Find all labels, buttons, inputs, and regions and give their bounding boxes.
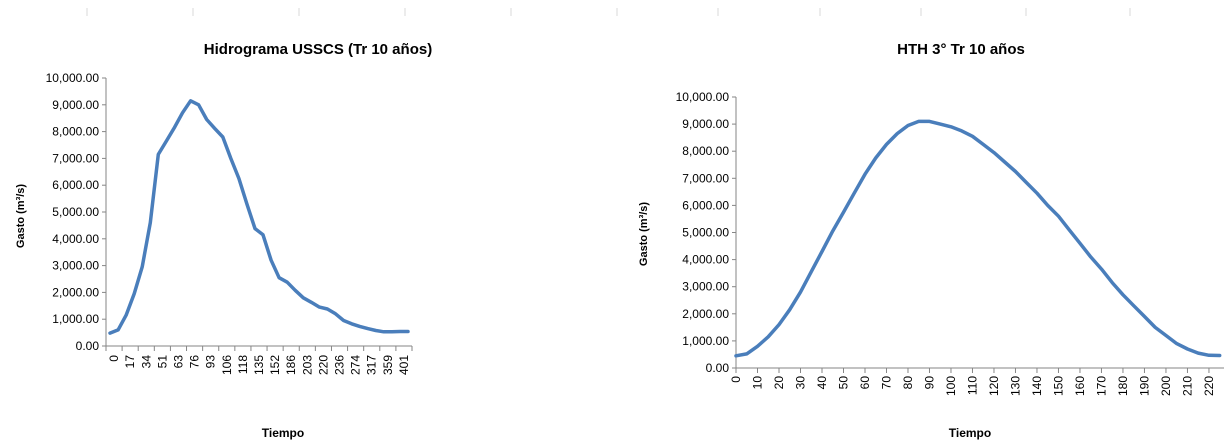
y-tick-label: 2,000.00 [682,307,729,321]
y-axis-ticks: 0.00 1,000.00 2,000.00 3,000.00 4,000.00 5,00… [676,90,736,375]
x-tick-label: 274 [349,355,363,375]
x-axis-ticks: 0 17 34 51 63 76 93 106 118 135 152 186 203 220 236 274… [105,346,413,375]
y-tick-label: 8,000.00 [52,125,99,139]
x-tick-label: 135 [252,355,266,375]
x-tick-label: 203 [300,355,314,375]
y-axis-ticks: 0.00 1,000.00 2,000.00 3,000.00 4,000.00 5,00… [46,71,106,353]
x-tick-label: 106 [220,355,234,375]
y-tick-label: 9,000.00 [52,98,99,112]
x-tick-label: 40 [815,376,829,390]
x-tick-label: 93 [204,355,218,369]
x-tick-label: 140 [1030,376,1044,396]
y-tick-label: 4,000.00 [52,232,99,246]
x-tick-label: 160 [1073,376,1087,396]
chart-ussc-hydrograph: Hidrograma USSCS (Tr 10 años) 0.00 1,000.… [15,41,432,440]
y-tick-label: 1,000.00 [52,312,99,326]
x-tick-label: 210 [1180,376,1194,396]
x-tick-label: 401 [397,355,411,375]
y-tick-label: 3,000.00 [52,259,99,273]
y-tick-label: 7,000.00 [52,151,99,165]
y-tick-label: 10,000.00 [676,90,730,104]
y-tick-label: 2,000.00 [52,285,99,299]
y-axis-label: Gasto (m³/s) [638,202,650,267]
x-tick-label: 17 [123,355,137,369]
y-tick-label: 7,000.00 [682,171,729,185]
x-tick-label: 10 [750,376,764,390]
x-tick-label: 51 [155,355,169,369]
x-tick-label: 170 [1094,376,1108,396]
x-tick-label: 20 [772,376,786,390]
x-tick-label: 34 [139,355,153,369]
y-tick-label: 9,000.00 [682,117,729,131]
x-tick-label: 50 [836,376,850,390]
x-axis-label: Tiempo [262,426,304,440]
x-tick-label: 0 [107,355,121,362]
spreadsheet-gridlines [86,8,1131,16]
x-tick-label: 130 [1008,376,1022,396]
x-tick-label: 110 [965,376,979,395]
x-tick-label: 190 [1137,376,1151,396]
x-tick-label: 70 [879,376,893,390]
y-tick-label: 6,000.00 [52,178,99,192]
chart-title: HTH 3° Tr 10 años [897,41,1025,58]
x-tick-label: 60 [858,376,872,390]
y-tick-label: 5,000.00 [682,226,729,240]
x-tick-label: 76 [188,355,202,369]
series-line [108,99,410,335]
series-line [734,119,1222,358]
y-tick-label: 3,000.00 [682,280,729,294]
x-tick-label: 100 [944,376,958,396]
y-axis-label: Gasto (m³/s) [15,184,27,249]
x-tick-label: 200 [1159,376,1173,396]
x-tick-label: 63 [171,355,185,369]
x-tick-label: 180 [1116,376,1130,396]
x-tick-label: 30 [793,376,807,390]
x-tick-label: 220 [1202,376,1216,396]
x-tick-label: 152 [268,355,282,375]
y-tick-label: 5,000.00 [52,205,99,219]
x-tick-label: 0 [729,376,743,383]
y-tick-label: 10,000.00 [46,71,100,85]
y-tick-label: 0.00 [706,361,730,375]
chart-hth-hydrograph: HTH 3° Tr 10 años 0.00 1,000.00 2,000.00 3,… [638,41,1224,440]
x-axis-ticks: 0 10 20 30 40 50 60 70 80 90 100 110 120 130 140 150 160… [729,368,1216,396]
x-tick-label: 186 [284,355,298,375]
y-tick-label: 4,000.00 [682,253,729,267]
x-tick-label: 150 [1051,376,1065,396]
x-axis-label: Tiempo [949,426,991,440]
y-tick-label: 0.00 [76,339,100,353]
y-tick-label: 8,000.00 [682,144,729,158]
x-tick-label: 90 [922,376,936,390]
y-tick-label: 6,000.00 [682,198,729,212]
x-tick-label: 317 [365,355,379,375]
x-tick-label: 118 [236,355,250,374]
x-tick-label: 220 [316,355,330,375]
x-tick-label: 120 [987,376,1001,396]
y-tick-label: 1,000.00 [682,334,729,348]
x-tick-label: 236 [333,355,347,375]
chart-title: Hidrograma USSCS (Tr 10 años) [204,41,432,58]
x-tick-label: 359 [381,355,395,375]
x-tick-label: 80 [901,376,915,390]
